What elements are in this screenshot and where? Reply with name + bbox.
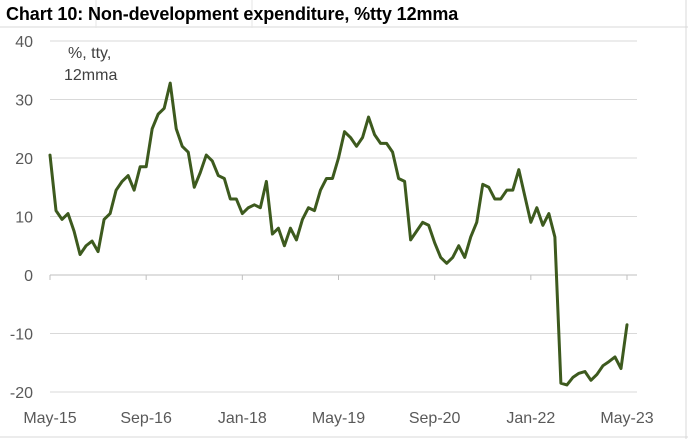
- chart-title: Chart 10: Non-development expenditure, %…: [6, 4, 459, 24]
- y-tick-label: 20: [15, 151, 33, 168]
- y-tick-label: -10: [10, 327, 33, 344]
- x-tick-label: Sep-20: [409, 410, 461, 427]
- y-tick-label: -20: [10, 385, 33, 402]
- y-tick-label: 0: [24, 268, 33, 285]
- x-tick-label: May-23: [600, 410, 653, 427]
- y-axis-tick-labels: 40 30 20 10 0 -10 -20: [10, 34, 33, 402]
- x-tick-label: May-19: [312, 410, 365, 427]
- unit-note-line-1: %, tty,: [68, 45, 111, 62]
- series-layer: [48, 81, 629, 387]
- x-tick-label: Jan-22: [506, 410, 555, 427]
- x-axis-tick-labels: May-15 Sep-16 Jan-18 May-19 Sep-20 Jan-22 May-…: [23, 275, 654, 427]
- x-tick-label: May-15: [23, 410, 76, 427]
- x-tick-label: Jan-18: [218, 410, 267, 427]
- unit-note-line-2: 12mma: [64, 67, 117, 84]
- y-tick-label: 30: [15, 93, 33, 110]
- x-tick-label: Sep-16: [120, 410, 172, 427]
- y-tick-label: 10: [15, 210, 33, 227]
- y-tick-label: 40: [15, 34, 33, 51]
- series-line: [48, 81, 629, 387]
